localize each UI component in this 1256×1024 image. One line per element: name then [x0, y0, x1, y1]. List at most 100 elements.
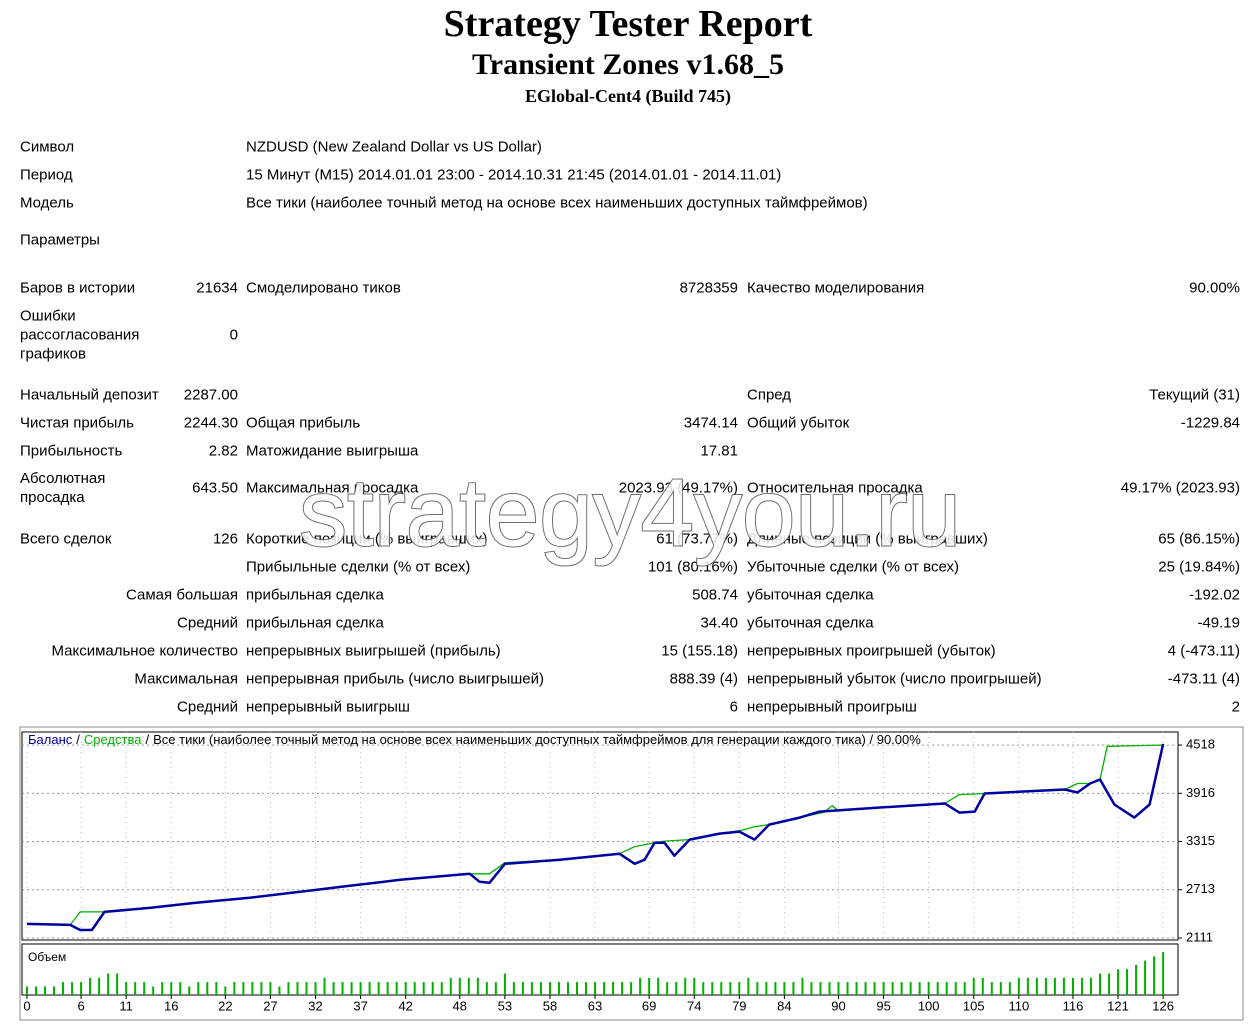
stat-l1: Прибыльность	[20, 442, 123, 460]
info-value: Все тики (наиболее точный метод на основ…	[246, 194, 868, 212]
stat-h: Средний	[177, 698, 238, 716]
x-tick-label: 84	[777, 998, 791, 1013]
expert-name: Transient Zones v1.68_5	[472, 48, 784, 81]
stat-v1: 0	[229, 326, 238, 344]
stat-v2: 17.81	[700, 442, 738, 460]
legend-entry: Средства	[84, 732, 142, 747]
stat-l3: Относительная просадка	[747, 479, 923, 497]
chart-legend: Баланс / Средства / Все тики (наиболее точны…	[28, 732, 921, 747]
stat-l2: Смоделировано тиков	[246, 279, 401, 297]
stat-l3: Длинные позиции (% выигравших)	[747, 530, 988, 548]
stat-v2: 61 (73.77%)	[656, 530, 738, 548]
stat-h: Максимальная	[134, 670, 238, 688]
stat-l3: Качество моделирования	[747, 279, 925, 297]
stat-l3: убыточная сделка	[747, 586, 874, 604]
stat-v3: -49.19	[1197, 614, 1240, 632]
stat-v2: 8728359	[679, 279, 738, 297]
info-label: Модель	[20, 194, 74, 212]
stat-l2: Матожидание выигрыша	[246, 442, 419, 460]
stat-v2: 15 (155.18)	[661, 642, 738, 660]
x-tick-label: 42	[398, 998, 412, 1013]
stat-l2: Прибыльные сделки (% от всех)	[246, 558, 471, 576]
x-tick-label: 105	[963, 998, 985, 1013]
stat-v1: 2287.00	[183, 386, 238, 404]
stat-l2: непрерывная прибыль (число выигрышей)	[246, 670, 544, 688]
stat-l2: непрерывный выигрыш	[246, 698, 410, 716]
stat-v3: -192.02	[1189, 586, 1240, 604]
stat-l1: Ошибки рассогласования графиков	[20, 307, 140, 363]
legend-entry: Баланс	[28, 732, 73, 747]
stat-v3: 49.17% (2023.93)	[1120, 479, 1240, 497]
stat-v3: -473.11 (4)	[1167, 670, 1240, 688]
x-tick-label: 100	[918, 998, 940, 1013]
x-tick-label: 116	[1063, 998, 1084, 1013]
stat-v3: 2	[1231, 698, 1240, 716]
x-tick-label: 37	[353, 998, 367, 1013]
stat-v2: 3474.14	[683, 414, 738, 432]
x-tick-label: 16	[164, 998, 178, 1013]
stat-v3: 65 (86.15%)	[1158, 530, 1240, 548]
stat-v2: 6	[729, 698, 738, 716]
stat-l2: Короткие позиции (% выигравших)	[246, 530, 488, 548]
x-tick-label: 0	[23, 998, 30, 1013]
stat-v3: 4 (-473.11)	[1167, 642, 1240, 660]
stat-v3: Текущий (31)	[1149, 386, 1240, 404]
info-label: Период	[20, 166, 73, 184]
chart-subtitle: Все тики (наиболее точный метод на основ…	[153, 732, 921, 747]
volume-area	[21, 943, 1179, 996]
stat-l3: Общий убыток	[747, 414, 850, 432]
stat-h: Самая большая	[126, 586, 238, 604]
x-tick-label: 32	[308, 998, 322, 1013]
x-tick-label: 69	[642, 998, 656, 1013]
x-tick-label: 6	[77, 998, 84, 1013]
y-tick-label: 2713	[1186, 881, 1215, 896]
stat-v2: 2023.93 (49.17%)	[618, 479, 738, 497]
volume-label: Объем	[28, 950, 66, 964]
stat-v2: 508.74	[692, 586, 738, 604]
stat-l3: Спред	[747, 386, 792, 404]
y-tick-label: 4518	[1186, 737, 1215, 752]
stat-l2: Максимальная просадка	[246, 479, 419, 497]
x-tick-label: 110	[1008, 998, 1029, 1013]
x-tick-label: 53	[498, 998, 512, 1013]
x-tick-label: 90	[831, 998, 845, 1013]
x-tick-label: 79	[732, 998, 746, 1013]
parameters-label: Параметры	[20, 231, 100, 249]
stat-h: Средний	[177, 614, 238, 632]
stat-l2: непрерывных выигрышей (прибыль)	[246, 642, 501, 660]
x-tick-label: 22	[218, 998, 232, 1013]
stat-v1: 126	[212, 530, 238, 548]
stat-l2: прибыльная сделка	[246, 614, 384, 632]
x-tick-label: 63	[588, 998, 602, 1013]
stat-v3: -1229.84	[1180, 414, 1240, 432]
stat-l2: Общая прибыль	[246, 414, 361, 432]
stat-l1: Чистая прибыль	[20, 414, 134, 432]
stat-v1: 21634	[196, 279, 238, 297]
x-tick-label: 58	[543, 998, 557, 1013]
x-tick-label: 126	[1152, 998, 1174, 1013]
stat-l3: непрерывный проигрыш	[747, 698, 917, 716]
info-label: Символ	[20, 138, 75, 156]
stat-l1: Начальный депозит	[20, 386, 159, 404]
stat-v3: 25 (19.84%)	[1158, 558, 1240, 576]
stat-v3: 90.00%	[1189, 279, 1240, 297]
stat-l3: убыточная сделка	[747, 614, 874, 632]
stat-v2: 34.40	[700, 614, 738, 632]
stat-l2: прибыльная сделка	[246, 586, 384, 604]
x-tick-label: 121	[1107, 998, 1129, 1013]
report-title: Strategy Tester Report	[443, 3, 813, 45]
stat-v1: 643.50	[192, 479, 238, 497]
stat-l3: Убыточные сделки (% от всех)	[747, 558, 959, 576]
stat-h: Максимальное количество	[51, 642, 238, 660]
stat-v1: 2244.30	[183, 414, 238, 432]
stat-l1: Всего сделок	[20, 530, 112, 548]
y-tick-label: 3916	[1186, 785, 1215, 800]
server-build: EGlobal-Cent4 (Build 745)	[524, 86, 732, 106]
x-tick-label: 27	[263, 998, 277, 1013]
x-tick-label: 95	[876, 998, 890, 1013]
legend-separator: /	[145, 732, 149, 747]
stat-l3: непрерывный убыток (число проигрышей)	[747, 670, 1042, 688]
stat-v2: 101 (80.16%)	[647, 558, 738, 576]
